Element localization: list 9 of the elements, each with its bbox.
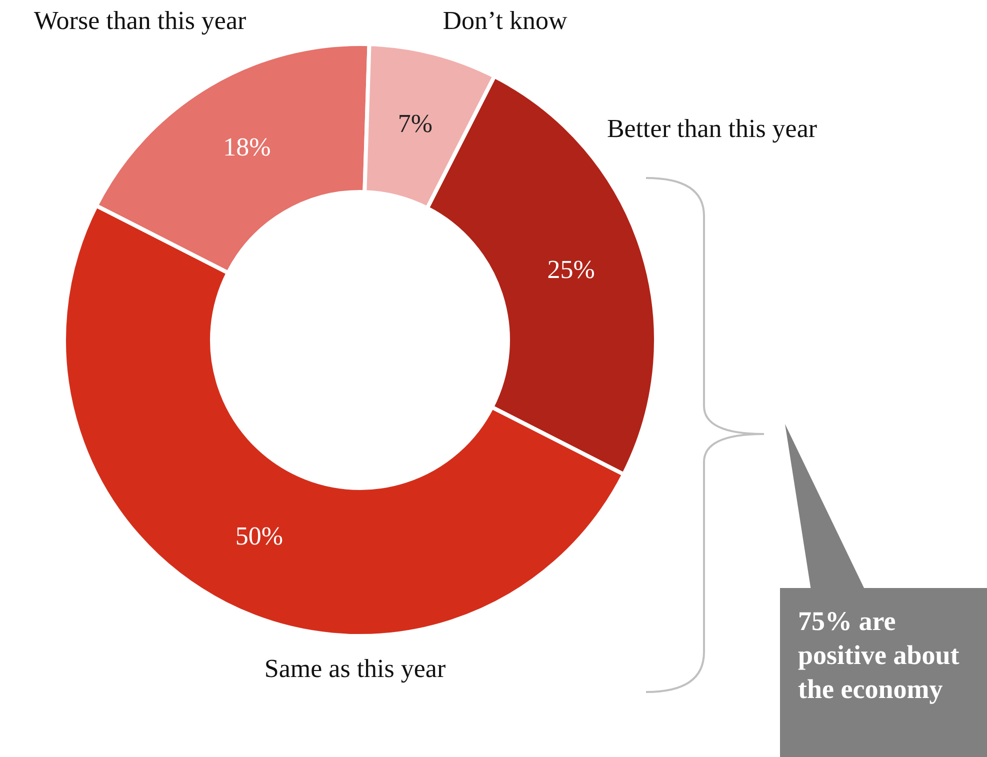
- slice-label: Don’t know: [442, 6, 568, 35]
- data-label: 25%: [547, 255, 595, 284]
- data-label: 18%: [223, 132, 271, 162]
- slice-label: Same as this year: [264, 654, 446, 683]
- data-label: 7%: [398, 108, 433, 138]
- text: 75% are positive about the economy: [780, 588, 987, 757]
- slice-label: Better than this year: [606, 114, 818, 143]
- slice-label: Worse than this year: [34, 6, 247, 35]
- data-label: 50%: [235, 522, 284, 551]
